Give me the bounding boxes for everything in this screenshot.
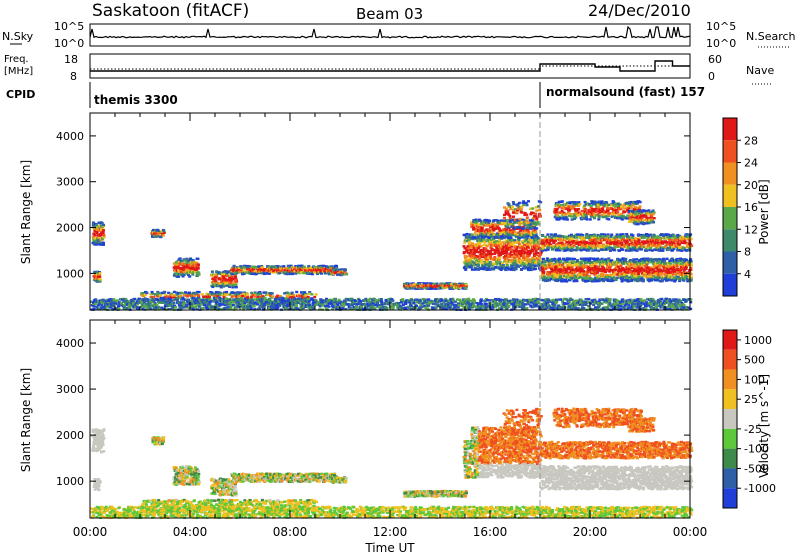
x-tick-label: 00:00 (73, 525, 108, 539)
freq-top-tick: 18 (64, 53, 78, 66)
velocity-ylabel: Slant Range [km] (19, 368, 33, 472)
colorbar-swatch (723, 488, 737, 508)
colorbar-tick-label: -500 (744, 462, 769, 475)
colorbar-tick-label: 24 (744, 157, 758, 170)
date-title: 24/Dec/2010 (588, 1, 691, 20)
colorbar-swatch (723, 468, 737, 489)
nsky-bot-tick: 10^0 (54, 37, 84, 50)
x-tick-label: 12:00 (373, 525, 408, 539)
x-tick-label: 08:00 (273, 525, 308, 539)
colorbar-swatch (723, 207, 737, 230)
velocity-heatmap (90, 407, 694, 519)
colorbar-swatch (723, 448, 737, 469)
y-tick-label: 1000 (56, 475, 84, 488)
velocity-y-ticks: 1000 2000 3000 4000 (56, 337, 690, 488)
beam-title: Beam 03 (356, 5, 423, 23)
freq-strip: Freq. [MHz] 18 8 60 0 Nave (4, 53, 774, 85)
x-tick-labels: 00:00 04:00 08:00 12:00 16:00 20:00 00:00 (73, 525, 708, 539)
cpid-label: CPID (6, 88, 35, 101)
colorbar-swatch (723, 273, 737, 296)
velocity-colorbar: 1000 500 100 25 -25 -100 -500 -1000 (722, 329, 776, 509)
x-axis-label: Time UT (364, 541, 415, 554)
colorbar-swatch (723, 162, 737, 185)
station-title: Saskatoon (fitACF) (92, 1, 249, 21)
y-tick-label: 3000 (56, 176, 84, 189)
colorbar-tick-label: 12 (744, 223, 758, 236)
power-colorbar: 4 8 12 16 20 24 28 (722, 117, 758, 297)
power-heatmap (90, 200, 694, 311)
colorbar-tick-label: 16 (744, 201, 758, 214)
colorbar-tick-label: 1000 (744, 334, 772, 347)
cpid-segment-1: themis 3300 (94, 93, 178, 107)
colorbar-tick-label: 25 (744, 393, 758, 406)
colorbar-swatch (723, 140, 737, 163)
colorbar-swatch (723, 349, 737, 370)
nsearch-top-tick: 10^5 (706, 20, 736, 33)
colorbar-swatch (723, 184, 737, 207)
colorbar-swatch (723, 369, 737, 390)
colorbar-swatch (723, 409, 737, 429)
y-tick-label: 1000 (56, 267, 84, 280)
power-ylabel: Slant Range [km] (19, 160, 33, 264)
colorbar-tick-label: 500 (744, 354, 765, 367)
colorbar-swatch (723, 251, 737, 274)
nsearch-bot-tick: 10^0 (706, 37, 736, 50)
colorbar-tick-label: -1000 (744, 482, 776, 495)
y-tick-label: 4000 (56, 337, 84, 350)
power-y-ticks: 1000 2000 3000 4000 (56, 130, 690, 280)
colorbar-swatch (723, 389, 737, 410)
nsky-strip: N.Sky 10^5 10^0 10^5 10^0 N.Search (2, 20, 796, 50)
y-tick-label: 2000 (56, 222, 84, 235)
colorbar-swatch (723, 229, 737, 252)
nsearch-label: N.Search (746, 30, 796, 43)
nsky-label: N.Sky (2, 30, 34, 43)
colorbar-tick-label: 100 (744, 373, 765, 386)
colorbar-tick-label: 8 (744, 246, 751, 259)
nave-trace (90, 65, 690, 70)
x-tick-label: 04:00 (173, 525, 208, 539)
nave-label: Nave (746, 64, 774, 77)
freq-label: Freq. (4, 54, 29, 65)
velocity-colorbar-label: Velocity [m s^-1] (757, 374, 771, 478)
x-tick-label: 20:00 (573, 525, 608, 539)
y-tick-label: 2000 (56, 429, 84, 442)
nsky-trace (89, 25, 691, 39)
colorbar-tick-label: 4 (744, 268, 751, 281)
x-tick-label: 16:00 (473, 525, 508, 539)
colorbar-tick-label: 28 (744, 134, 758, 147)
y-tick-label: 3000 (56, 383, 84, 396)
nave-top-tick: 60 (708, 53, 722, 66)
colorbar-swatch (723, 118, 737, 141)
power-panel: 1000 2000 3000 4000 Slant Range [km] 4 8 12 16… (19, 112, 771, 311)
x-tick-label: 00:00 (673, 525, 708, 539)
colorbar-tick-label: 20 (744, 179, 758, 192)
power-colorbar-label: Power [dB] (757, 179, 771, 244)
colorbar-swatch (723, 428, 737, 449)
nave-bot-tick: 0 (708, 70, 715, 83)
velocity-panel: 1000 2000 3000 4000 Slant Range [km] 1000 50… (19, 319, 776, 519)
y-tick-label: 4000 (56, 130, 84, 143)
freq-bot-tick: 8 (70, 70, 77, 83)
freq-trace (90, 60, 690, 72)
colorbar-tick-label: -25 (744, 423, 762, 436)
colorbar-tick-label: -100 (744, 443, 769, 456)
cpid-segment-2: normalsound (fast) 157 (546, 85, 705, 99)
colorbar-swatch (723, 330, 737, 350)
velocity-x-ticks (89, 320, 691, 518)
nsky-top-tick: 10^5 (54, 20, 84, 33)
power-x-ticks (89, 113, 691, 310)
cpid-strip: CPID themis 3300 normalsound (fast) 157 (6, 82, 705, 108)
freq-unit: [MHz] (4, 66, 33, 77)
